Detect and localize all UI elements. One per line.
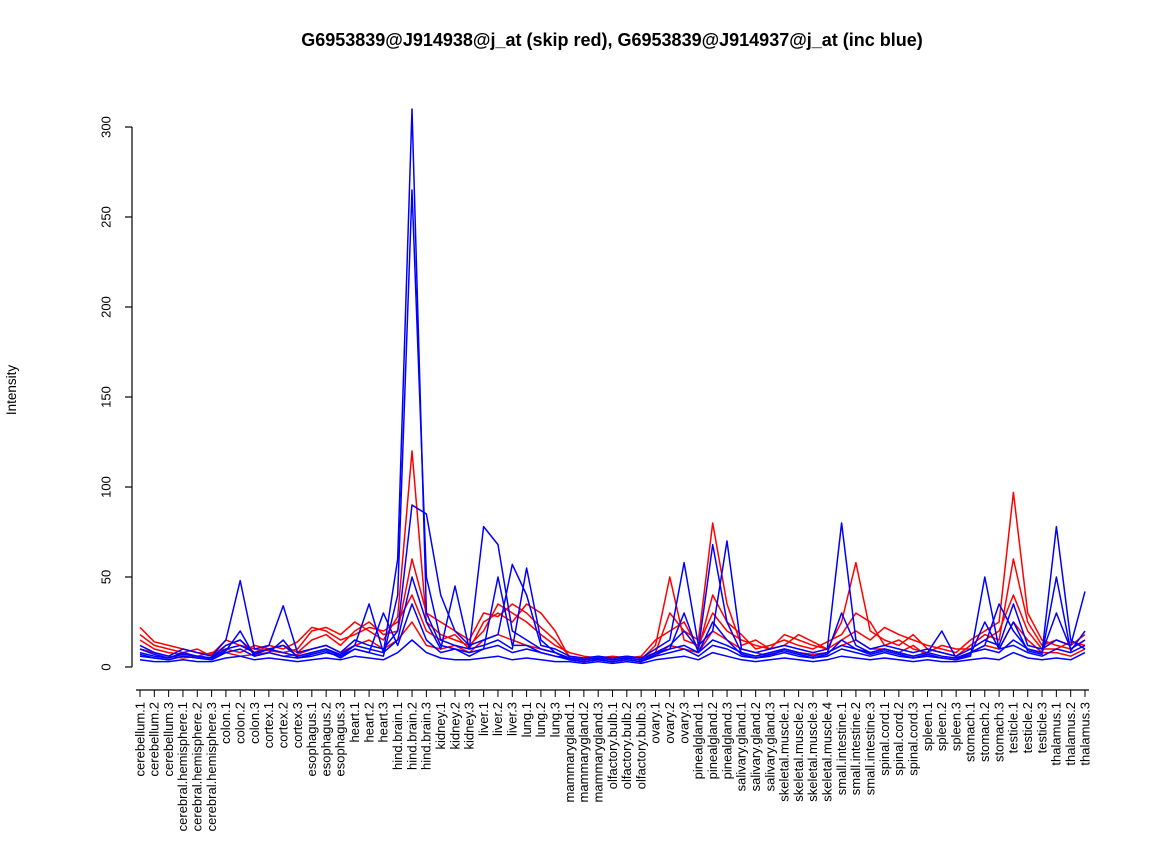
x-tick-label: cortex.2 bbox=[275, 702, 290, 748]
series-red-1 bbox=[139, 450, 1086, 661]
x-tick-label: ovary.1 bbox=[648, 702, 663, 744]
x-tick-label: olfactory.bulb.1 bbox=[605, 702, 620, 789]
x-tick-label: small.intestine.1 bbox=[834, 702, 849, 795]
x-tick-label: hind.brain.3 bbox=[419, 702, 434, 770]
y-tick-label: 150 bbox=[98, 386, 113, 408]
x-tick-label: esophagus.3 bbox=[333, 702, 348, 776]
x-tick-label: salivary.gland.1 bbox=[734, 702, 749, 791]
x-tick-label: cerebral.hemisphere.1 bbox=[175, 702, 190, 831]
x-tick-label: heart.2 bbox=[361, 702, 376, 742]
y-tick-label: 200 bbox=[98, 296, 113, 318]
x-tick-label: spinal.cord.1 bbox=[877, 702, 892, 776]
series-blue-6 bbox=[139, 639, 1086, 665]
x-tick-label: heart.3 bbox=[376, 702, 391, 742]
x-tick-label: salivary.gland.3 bbox=[762, 702, 777, 791]
x-tick-label: cerebral.hemisphere.2 bbox=[190, 702, 205, 831]
x-tick-label: salivary.gland.2 bbox=[748, 702, 763, 791]
series-blue-5 bbox=[139, 576, 1086, 663]
x-tick-label: spleen.1 bbox=[920, 702, 935, 751]
x-tick-label: spleen.2 bbox=[934, 702, 949, 751]
x-tick-label: lung.2 bbox=[533, 702, 548, 737]
x-tick-label: skeletal.muscle.4 bbox=[820, 702, 835, 802]
x-tick-label: colon.3 bbox=[247, 702, 262, 744]
x-tick-label: liver.3 bbox=[505, 702, 520, 736]
x-tick-label: hind.brain.1 bbox=[390, 702, 405, 770]
x-tick-label: stomach.2 bbox=[977, 702, 992, 762]
y-tick-label: 100 bbox=[98, 476, 113, 498]
x-tick-label: mammarygland.1 bbox=[562, 702, 577, 802]
x-tick-label: kidney.2 bbox=[447, 702, 462, 749]
x-tick-label: testicle.3 bbox=[1034, 702, 1049, 753]
x-tick-label: olfactory.bulb.3 bbox=[633, 702, 648, 789]
x-tick-label: small.intestine.2 bbox=[848, 702, 863, 795]
x-tick-label: cortex.3 bbox=[290, 702, 305, 748]
x-tick-label: stomach.3 bbox=[991, 702, 1006, 762]
x-tick-label: skeletal.muscle.2 bbox=[791, 702, 806, 802]
x-tick-label: mammarygland.2 bbox=[576, 702, 591, 802]
x-tick-label: colon.1 bbox=[218, 702, 233, 744]
y-tick-label: 50 bbox=[98, 570, 113, 584]
x-tick-label: ovary.3 bbox=[676, 702, 691, 744]
x-tick-label: thalamus.2 bbox=[1063, 702, 1078, 766]
x-tick-label: testicle.2 bbox=[1020, 702, 1035, 753]
x-tick-label: skeletal.muscle.1 bbox=[777, 702, 792, 802]
chart-title: G6953839@J914938@j_at (skip red), G69538… bbox=[301, 30, 923, 50]
x-tick-label: pinealgland.2 bbox=[705, 702, 720, 779]
x-tick-label: stomach.1 bbox=[963, 702, 978, 762]
x-tick-label: cerebellum.3 bbox=[161, 702, 176, 776]
series-red-2 bbox=[139, 522, 1086, 661]
x-tick-label: pinealgland.1 bbox=[691, 702, 706, 779]
x-tick-label: kidney.3 bbox=[462, 702, 477, 749]
x-tick-label: spleen.3 bbox=[948, 702, 963, 751]
x-tick-label: cerebellum.1 bbox=[132, 702, 147, 776]
x-tick-label: cortex.1 bbox=[261, 702, 276, 748]
x-tick-label: thalamus.3 bbox=[1077, 702, 1092, 766]
x-tick-label: testicle.1 bbox=[1006, 702, 1021, 753]
x-tick-label: liver.2 bbox=[490, 702, 505, 736]
x-tick-label: thalamus.1 bbox=[1049, 702, 1064, 766]
x-tick-label: skeletal.muscle.3 bbox=[805, 702, 820, 802]
x-tick-label: pinealgland.3 bbox=[719, 702, 734, 779]
x-tick-label: lung.3 bbox=[548, 702, 563, 737]
x-tick-label: spinal.cord.3 bbox=[905, 702, 920, 776]
x-tick-label: hind.brain.2 bbox=[404, 702, 419, 770]
x-tick-label: heart.1 bbox=[347, 702, 362, 742]
x-tick-label: kidney.1 bbox=[433, 702, 448, 749]
x-tick-label: mammarygland.3 bbox=[590, 702, 605, 802]
x-tick-label: olfactory.bulb.2 bbox=[619, 702, 634, 789]
series-blue-3 bbox=[139, 504, 1086, 659]
series-blue-4 bbox=[139, 543, 1086, 661]
y-tick-label: 300 bbox=[98, 116, 113, 138]
x-tick-label: colon.2 bbox=[233, 702, 248, 744]
x-tick-label: esophagus.2 bbox=[318, 702, 333, 776]
x-tick-label: small.intestine.3 bbox=[863, 702, 878, 795]
x-tick-label: esophagus.1 bbox=[304, 702, 319, 776]
x-tick-label: lung.1 bbox=[519, 702, 534, 737]
x-tick-label: cerebral.hemisphere.3 bbox=[204, 702, 219, 831]
series-blue-1 bbox=[139, 108, 1086, 661]
x-tick-label: cerebellum.2 bbox=[147, 702, 162, 776]
x-tick-label: spinal.cord.2 bbox=[891, 702, 906, 776]
y-tick-label: 250 bbox=[98, 206, 113, 228]
series-blue-2 bbox=[139, 189, 1086, 663]
y-tick-label: 0 bbox=[98, 663, 113, 670]
x-tick-label: ovary.2 bbox=[662, 702, 677, 744]
x-tick-label: liver.1 bbox=[476, 702, 491, 736]
y-axis-title: Intensity bbox=[4, 365, 19, 416]
